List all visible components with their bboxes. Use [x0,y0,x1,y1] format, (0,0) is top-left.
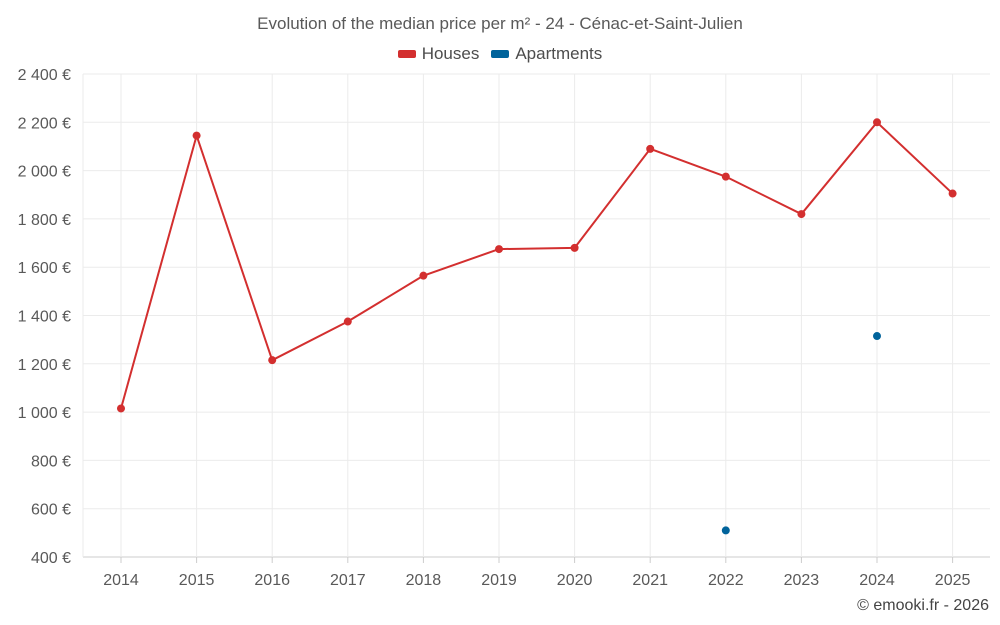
x-tick-label: 2019 [481,572,517,589]
x-tick-label: 2015 [179,572,215,589]
y-tick-label: 400 € [31,550,71,567]
data-point-houses [268,356,277,365]
data-point-houses [192,131,201,140]
legend-swatch-houses [397,50,416,58]
data-point-houses [873,118,881,127]
legend-item-houses[interactable]: Houses [397,44,480,64]
y-tick-label: 2 200 € [18,115,71,132]
data-point-houses [117,404,125,413]
legend: Houses Apartments [0,44,1000,64]
x-tick-label: 2017 [330,572,366,589]
y-tick-label: 1 200 € [18,357,71,374]
y-tick-label: 1 400 € [18,309,71,326]
x-tick-label: 2025 [935,572,971,589]
series-line-houses [120,121,954,409]
data-point-apartments [721,526,730,535]
x-tick-label: 2014 [103,572,139,589]
data-point-apartments [873,332,881,341]
data-point-houses [948,189,957,198]
series-group [117,118,957,535]
x-tick-label: 2023 [784,572,820,589]
x-tick-label: 2022 [708,572,744,589]
legend-swatch-apartments [491,50,510,58]
grid [82,73,990,558]
data-point-houses [646,144,655,153]
x-tick-label: 2018 [406,572,442,589]
y-tick-label: 1 800 € [18,212,71,229]
data-point-houses [721,172,730,181]
y-tick-label: 2 000 € [18,164,71,181]
y-tick-label: 600 € [31,502,71,519]
copyright: © emooki.fr - 2026 [857,597,989,614]
legend-label-houses: Houses [421,44,480,63]
data-point-houses [343,317,352,326]
axes: 400 € 600 € 800 € 1 000 € 1 200 € 1 400 € 1 60… [18,67,971,589]
x-tick-label: 2021 [632,572,668,589]
y-tick-label: 1 000 € [18,405,71,422]
data-point-houses [419,271,428,280]
y-tick-label: 800 € [31,453,71,470]
x-tick-label: 2020 [557,572,593,589]
y-tick-label: 2 400 € [18,67,71,84]
data-point-houses [797,210,806,219]
y-tick-label: 1 600 € [18,260,71,277]
chart-title: Evolution of the median price per m² - 2… [257,14,743,33]
data-point-houses [495,245,503,254]
legend-item-apartments[interactable]: Apartments [491,44,602,64]
x-tick-label: 2016 [254,572,290,589]
x-tick-label: 2024 [859,572,895,589]
legend-label-apartments: Apartments [515,44,603,63]
data-point-houses [570,243,579,252]
